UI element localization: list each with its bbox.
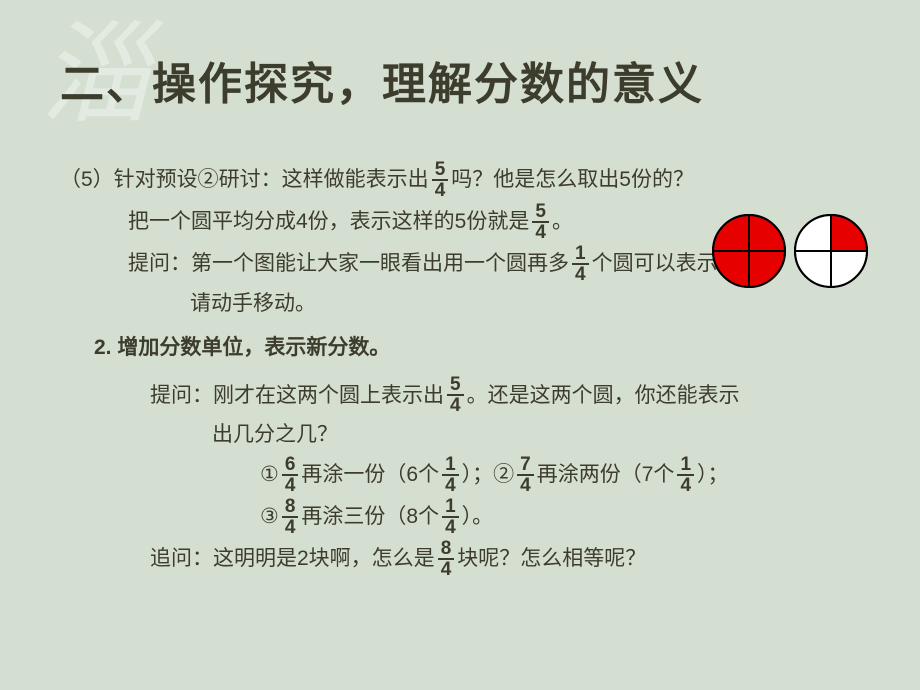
text: ③ xyxy=(260,499,279,535)
numerator: 1 xyxy=(442,455,459,474)
text: 再涂一份（6个 xyxy=(301,457,439,493)
option-3: ③ 8 4 再涂三份（8个 1 4 ）。 xyxy=(60,497,880,537)
option-1-2: ① 6 4 再涂一份（6个 1 4 ）；② 7 4 再涂两份（7个 1 4 ）； xyxy=(60,455,880,495)
denominator: 4 xyxy=(282,516,299,537)
numerator: 1 xyxy=(572,244,589,263)
line-7: 出几分之几？ xyxy=(60,417,880,453)
text: 追问：这明明是2块啊，怎么是 xyxy=(150,541,435,577)
text: 请动手移动。 xyxy=(190,286,316,322)
page-title: 二、操作探究，理解分数的意义 xyxy=(60,48,704,112)
fraction-5-4: 5 4 xyxy=(447,375,464,415)
text: 。还是这两个圆，你还能表示 xyxy=(467,378,740,414)
fraction-5-4: 5 4 xyxy=(532,202,549,242)
denominator: 4 xyxy=(432,179,449,200)
line-8: 追问：这明明是2块啊，怎么是 8 4 块呢？怎么相等呢？ xyxy=(60,539,880,579)
numerator: 1 xyxy=(677,455,694,474)
fraction-5-4: 5 4 xyxy=(432,160,449,200)
denominator: 4 xyxy=(438,558,455,579)
denominator: 4 xyxy=(572,263,589,284)
line-6: 提问：刚才在这两个圆上表示出 5 4 。还是这两个圆，你还能表示 xyxy=(60,375,880,415)
numerator: 5 xyxy=(432,160,449,179)
text: 提问：刚才在这两个圆上表示出 xyxy=(150,378,444,414)
text: 吗？他是怎么取出5份的？ xyxy=(451,162,694,198)
line-1: （5）针对预设②研讨：这样做能表示出 5 4 吗？他是怎么取出5份的？ xyxy=(60,160,880,200)
text: 块呢？怎么相等呢？ xyxy=(457,541,646,577)
text: ）。 xyxy=(462,499,494,535)
denominator: 4 xyxy=(532,221,549,242)
circle-2 xyxy=(792,212,870,290)
denominator: 4 xyxy=(442,474,459,495)
text: 再涂三份（8个 xyxy=(301,499,439,535)
line-4: 请动手移动。 xyxy=(60,286,880,322)
numerator: 5 xyxy=(532,202,549,221)
text: （5）针对预设②研讨：这样做能表示出 xyxy=(60,162,429,198)
fraction-8-4: 8 4 xyxy=(282,497,299,537)
fraction-circles xyxy=(710,212,870,290)
denominator: 4 xyxy=(447,394,464,415)
denominator: 4 xyxy=(517,474,534,495)
numerator: 6 xyxy=(282,455,299,474)
text: 。 xyxy=(552,204,573,240)
text: ）； xyxy=(697,457,729,493)
denominator: 4 xyxy=(282,474,299,495)
numerator: 8 xyxy=(438,539,455,558)
fraction-1-4: 1 4 xyxy=(442,455,459,495)
line-5-heading: 2. 增加分数单位，表示新分数。 xyxy=(60,330,880,366)
numerator: 7 xyxy=(517,455,534,474)
numerator: 1 xyxy=(442,497,459,516)
text: 提问：第一个图能让大家一眼看出用一个圆再多 xyxy=(128,246,569,282)
text: 2. 增加分数单位，表示新分数。 xyxy=(94,330,390,366)
text: 个圆可以表示 xyxy=(592,246,718,282)
text: 把一个圆平均分成4份，表示这样的5份就是 xyxy=(128,204,529,240)
fraction-1-4: 1 4 xyxy=(572,244,589,284)
text: ）；② xyxy=(462,457,515,493)
fraction-1-4: 1 4 xyxy=(677,455,694,495)
fraction-7-4: 7 4 xyxy=(517,455,534,495)
fraction-1-4: 1 4 xyxy=(442,497,459,537)
text: 再涂两份（7个 xyxy=(537,457,675,493)
text: ① xyxy=(260,457,279,493)
denominator: 4 xyxy=(442,516,459,537)
fraction-8-4: 8 4 xyxy=(438,539,455,579)
circle-1 xyxy=(710,212,788,290)
numerator: 5 xyxy=(447,375,464,394)
denominator: 4 xyxy=(677,474,694,495)
numerator: 8 xyxy=(282,497,299,516)
fraction-6-4: 6 4 xyxy=(282,455,299,495)
text: 出几分之几？ xyxy=(212,417,338,453)
